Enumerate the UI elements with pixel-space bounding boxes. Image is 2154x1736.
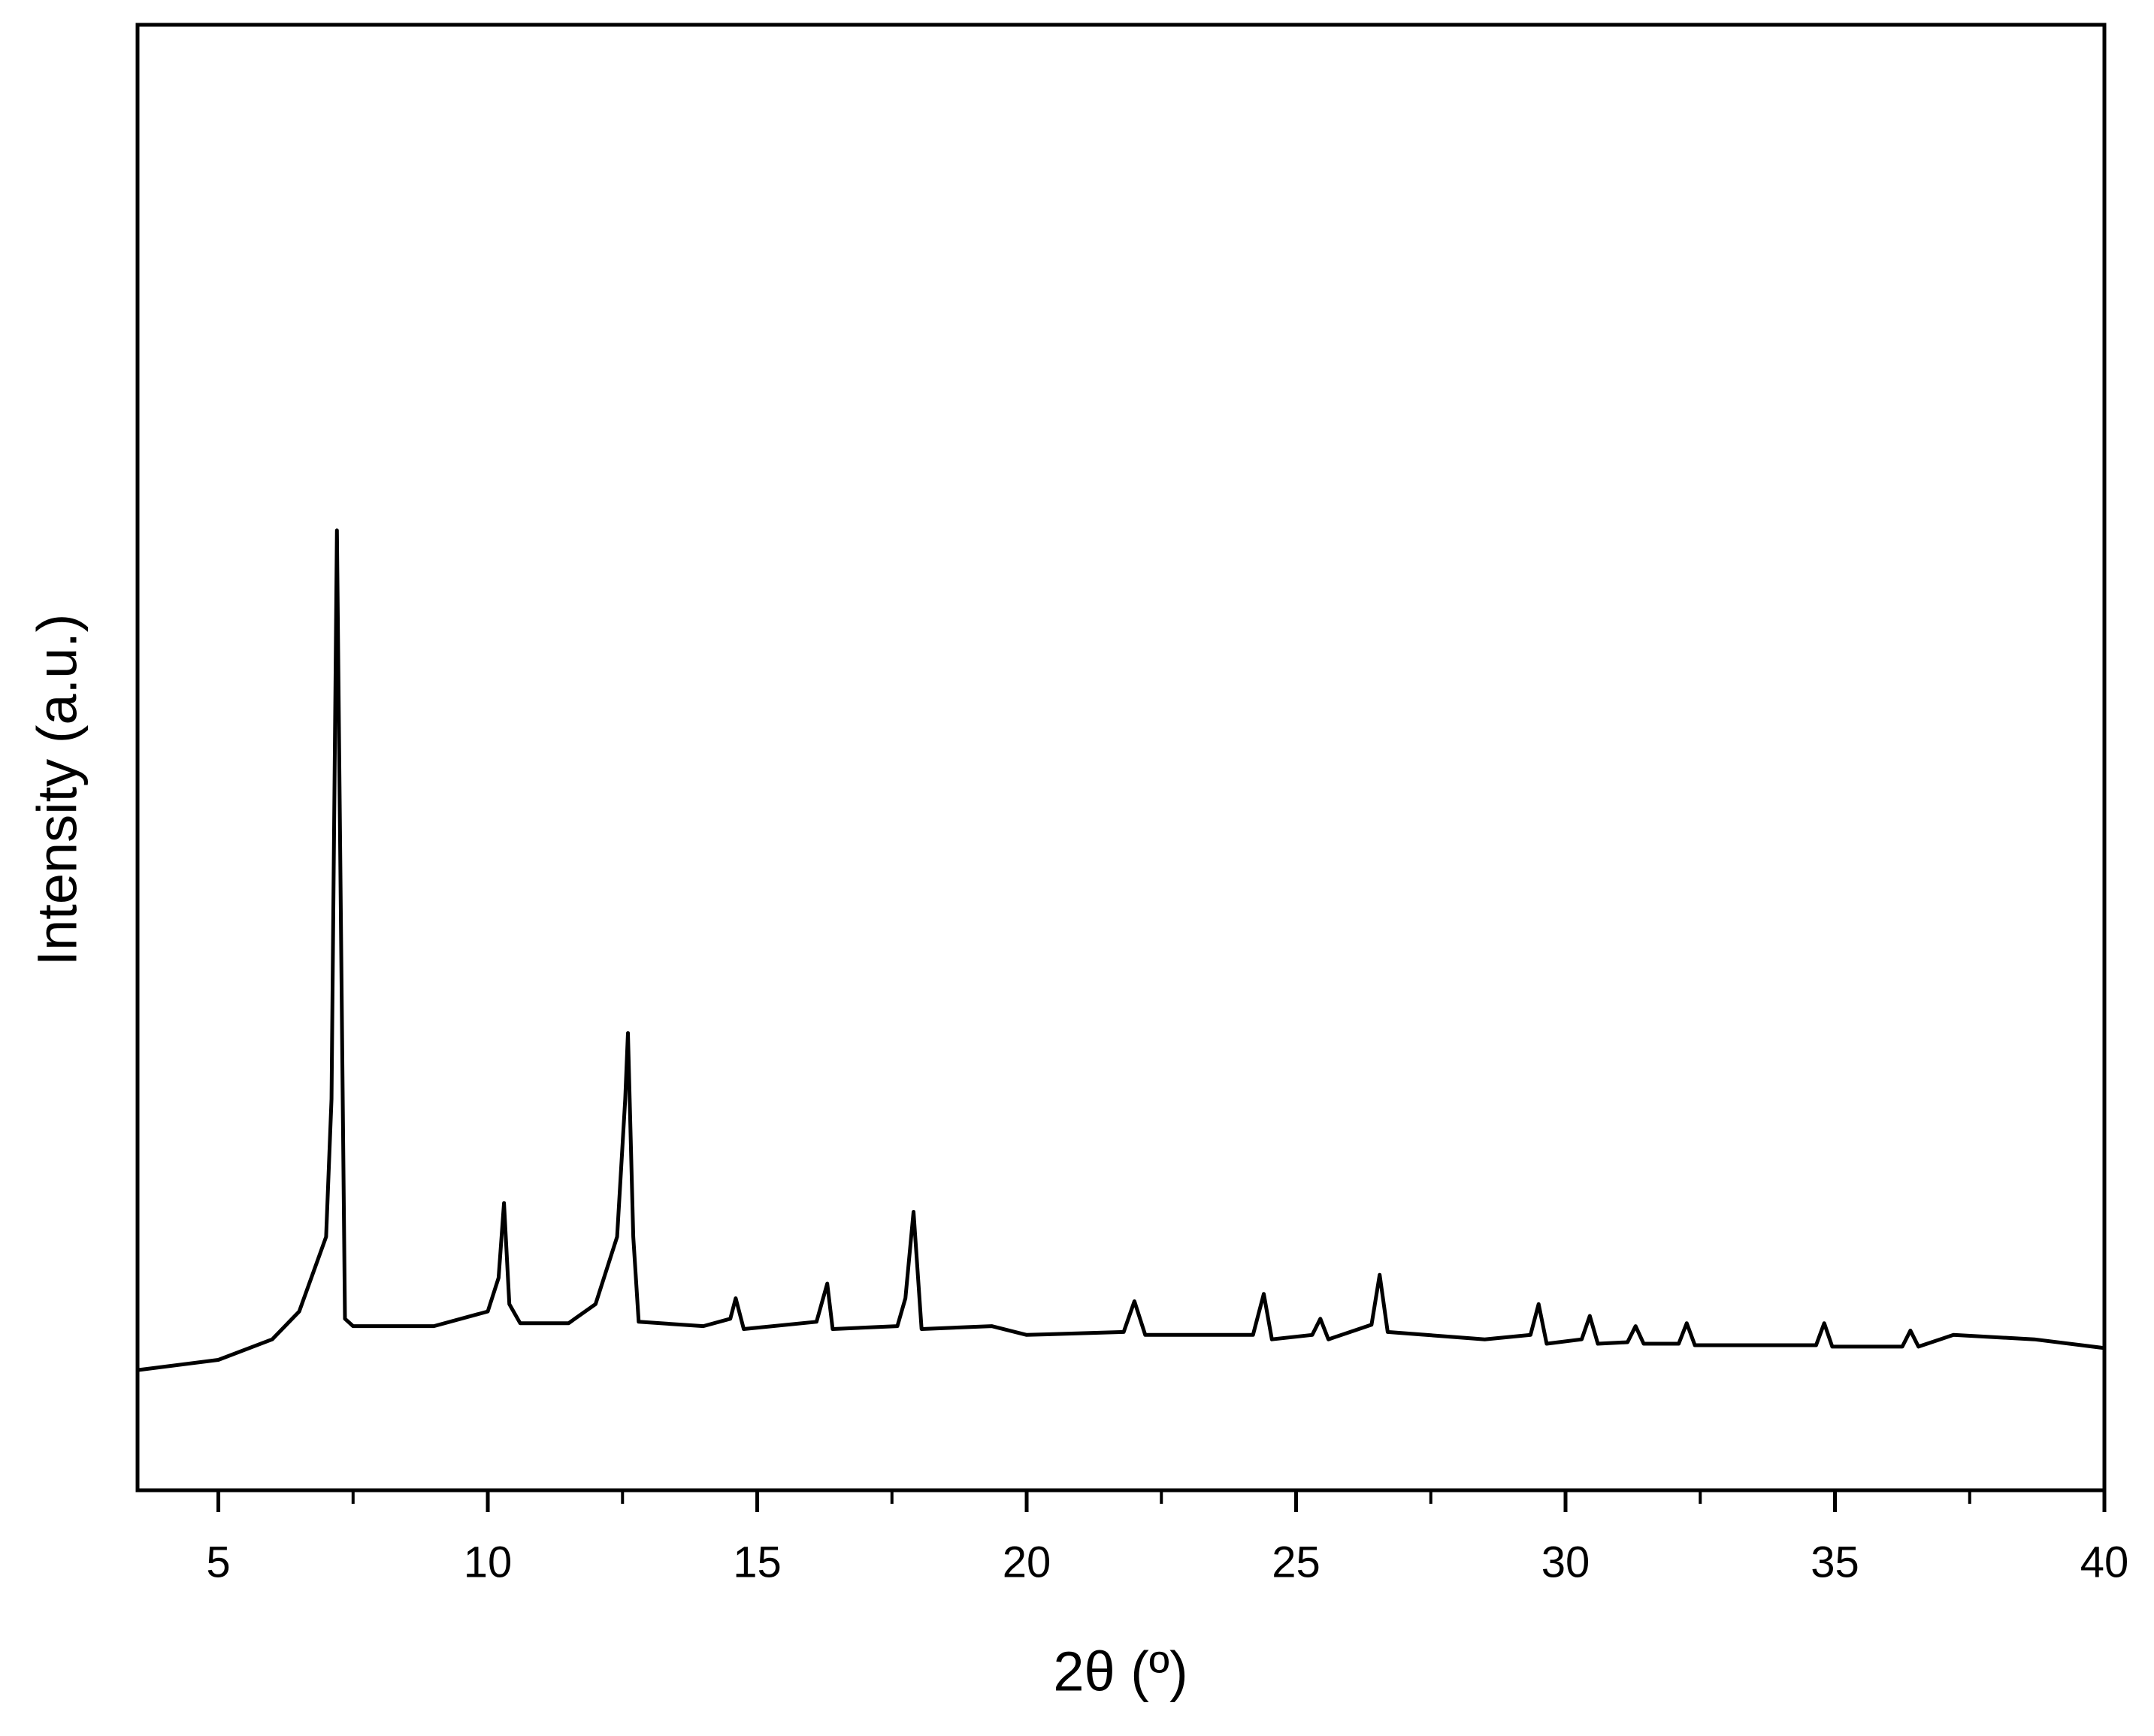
y-axis-label: Intensity (a.u.) xyxy=(26,614,89,966)
x-tick-label: 30 xyxy=(1541,1538,1590,1586)
x-tick-label: 5 xyxy=(206,1538,230,1586)
x-tick-label: 15 xyxy=(733,1538,782,1586)
x-tick-label: 35 xyxy=(1811,1538,1859,1586)
x-axis-label: 2θ (º) xyxy=(1053,1641,1187,1703)
x-tick-label: 25 xyxy=(1272,1538,1321,1586)
x-tick-label: 40 xyxy=(2080,1538,2129,1586)
x-tick-label: 20 xyxy=(1003,1538,1051,1586)
plot-frame xyxy=(135,23,2107,1493)
data-line xyxy=(137,528,2105,1372)
x-tick-label: 10 xyxy=(464,1538,513,1586)
